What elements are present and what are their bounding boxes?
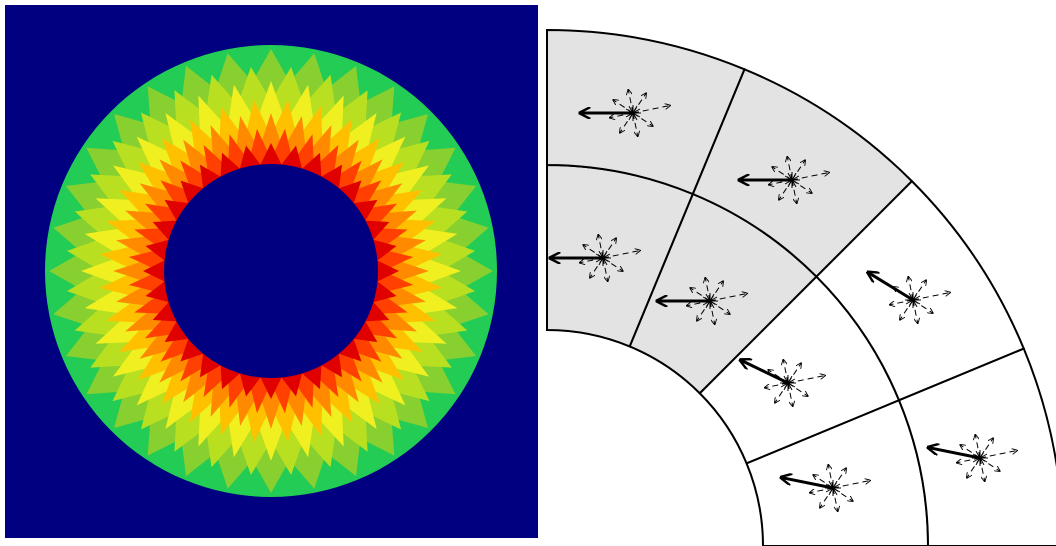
flux-ray — [764, 382, 789, 388]
inner-hole — [164, 164, 378, 378]
flux-ray — [628, 89, 634, 114]
flux-ray — [889, 299, 914, 305]
flux-ray — [787, 382, 793, 407]
flux-ray — [979, 450, 1017, 459]
flux-ray — [709, 300, 715, 325]
flux-ray — [791, 179, 797, 204]
flux-ray — [632, 105, 670, 114]
flux-ray — [791, 172, 829, 181]
flux-ray — [956, 457, 981, 463]
flux-ray — [598, 234, 604, 259]
cell — [546, 28, 746, 196]
current-arrow — [741, 360, 789, 385]
flux-ray — [979, 457, 985, 482]
flux-ray — [809, 487, 834, 493]
flux-ray — [975, 434, 981, 459]
flux-ray — [832, 480, 870, 489]
annulus-field — [45, 45, 497, 497]
flux-ray — [832, 487, 838, 512]
current-arrow — [929, 448, 981, 460]
flux-ray — [828, 464, 834, 489]
flux-ray — [908, 276, 914, 301]
flux-ray — [709, 293, 747, 302]
flux-ray — [912, 292, 950, 301]
flux-ray — [787, 375, 825, 384]
flux-ray — [602, 250, 640, 259]
current-arrow — [782, 478, 834, 490]
flux-ray — [705, 277, 711, 302]
cell-diagram — [546, 28, 1056, 546]
flux-ray — [787, 156, 793, 181]
flux-ray — [783, 359, 789, 384]
flux-ray — [912, 299, 918, 324]
current-arrow — [869, 273, 914, 302]
flux-ray — [632, 112, 638, 137]
flux-ray — [602, 257, 608, 282]
